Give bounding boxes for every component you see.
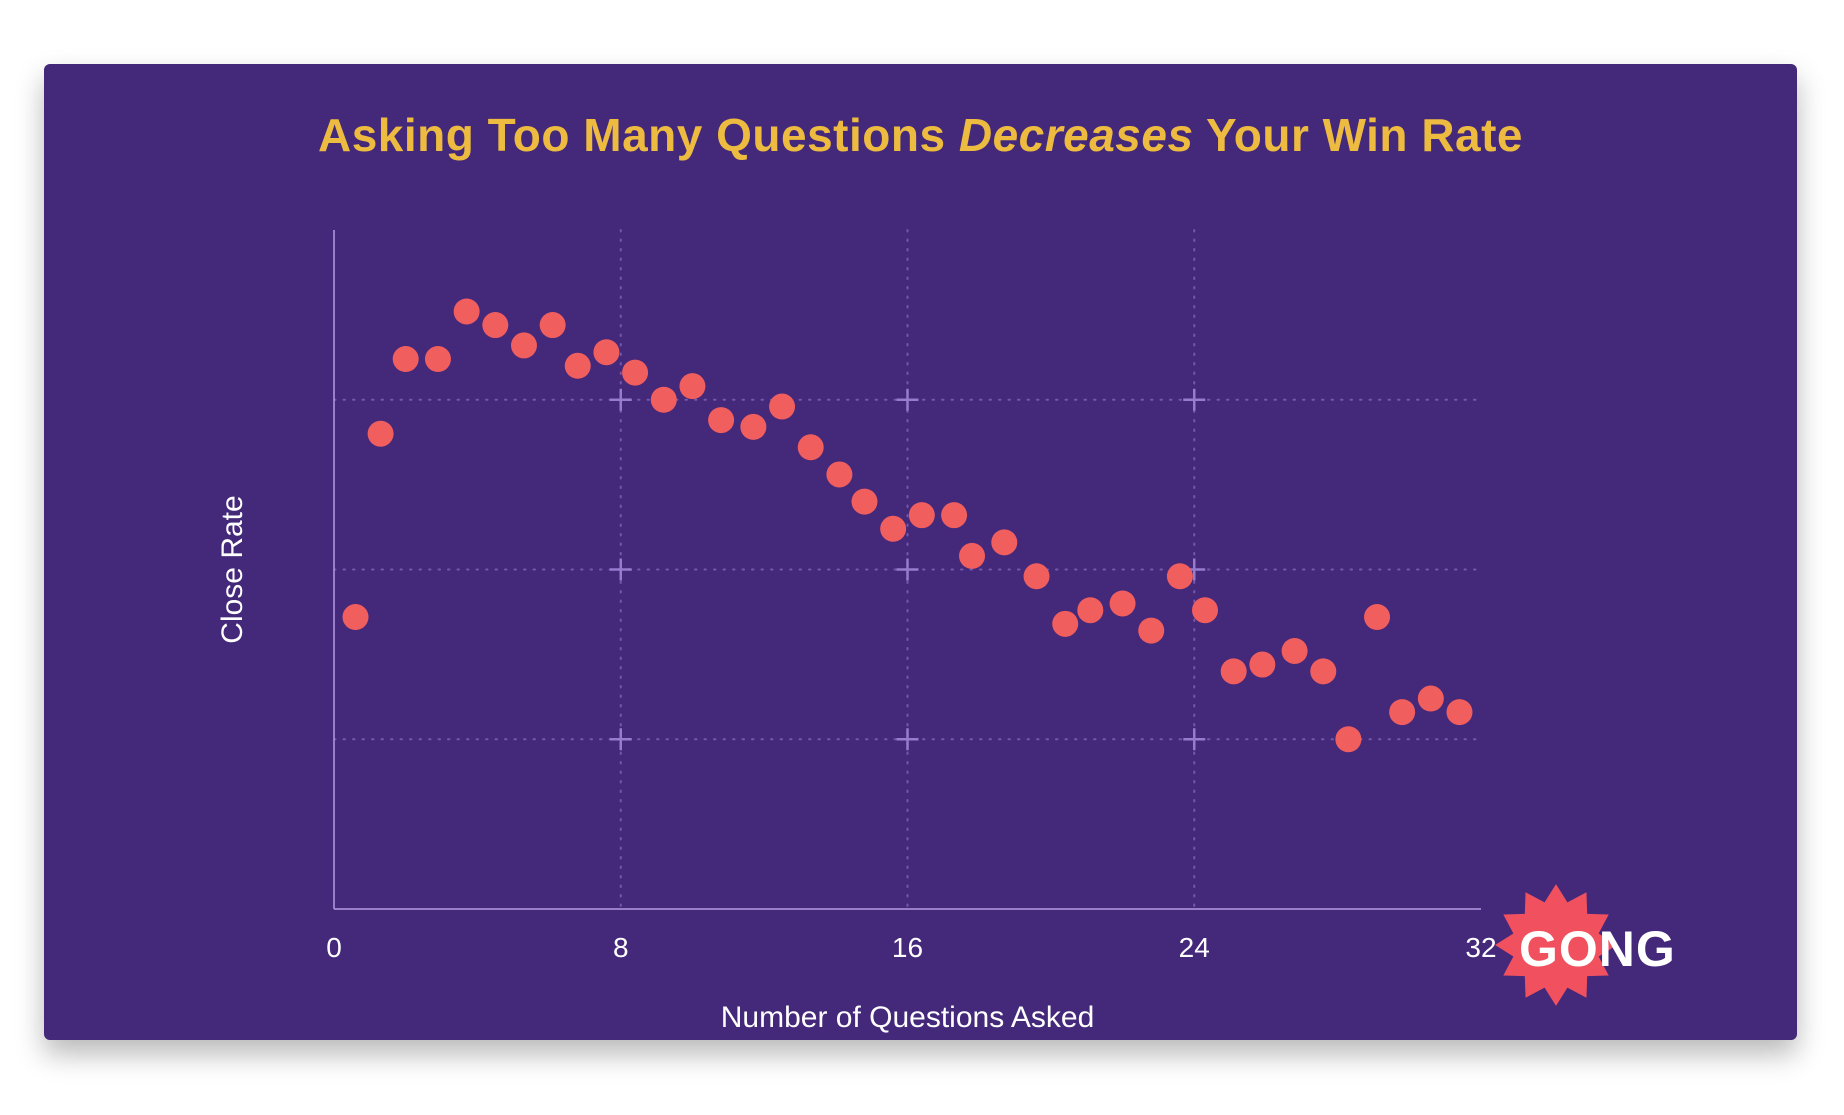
data-point xyxy=(1166,563,1193,590)
data-point xyxy=(1052,610,1079,637)
data-point xyxy=(342,604,369,631)
logo-text: GONG xyxy=(1519,921,1676,977)
data-point xyxy=(510,332,537,359)
chart-card: Asking Too Many Questions Decreases Your… xyxy=(44,64,1797,1040)
grid-cross-marker xyxy=(1183,728,1206,751)
grid-cross-marker xyxy=(896,558,919,581)
data-point xyxy=(622,359,649,386)
title-prefix: Asking Too Many Questions xyxy=(317,109,959,161)
x-tick-label: 8 xyxy=(613,932,629,963)
data-point xyxy=(1281,637,1308,664)
data-point xyxy=(797,434,824,461)
grid-cross-marker xyxy=(896,388,919,411)
scatter-plot: 0 8 16 24 32 Number of Questions Asked Close R… xyxy=(216,229,1497,1034)
data-point xyxy=(880,515,907,542)
data-point xyxy=(1310,658,1337,685)
data-point xyxy=(1023,563,1050,590)
data-point xyxy=(564,352,591,379)
data-point xyxy=(424,346,451,373)
data-point xyxy=(1389,699,1416,726)
data-point xyxy=(650,386,677,413)
grid-cross-marker xyxy=(896,728,919,751)
data-point xyxy=(1109,590,1136,617)
title-emphasis: Decreases xyxy=(958,109,1194,161)
data-point xyxy=(941,502,968,529)
data-point xyxy=(1192,597,1219,624)
y-axis-label: Close Rate xyxy=(216,495,249,643)
data-point xyxy=(539,312,566,339)
grid-cross-marker xyxy=(1183,388,1206,411)
grid-cross-marker xyxy=(609,388,632,411)
data-point xyxy=(1446,699,1473,726)
data-point xyxy=(1417,685,1444,712)
data-point xyxy=(367,420,394,447)
data-point xyxy=(851,488,878,515)
data-point xyxy=(453,298,480,325)
x-tick-label: 16 xyxy=(892,932,923,963)
data-point xyxy=(1249,651,1276,678)
data-point xyxy=(1220,658,1247,685)
x-tick-label: 0 xyxy=(326,932,342,963)
x-tick-label: 24 xyxy=(1179,932,1210,963)
data-point xyxy=(1138,617,1165,644)
data-point xyxy=(1364,604,1391,631)
data-point xyxy=(991,529,1018,556)
grid-cross-marker xyxy=(609,728,632,751)
x-tick-label: 32 xyxy=(1465,932,1496,963)
data-point xyxy=(593,339,620,366)
data-point xyxy=(826,461,853,488)
data-point xyxy=(959,542,986,569)
data-point xyxy=(482,312,509,339)
data-point xyxy=(908,502,935,529)
gong-logo: GONG xyxy=(1493,880,1723,1012)
data-point xyxy=(392,346,419,373)
starburst-icon xyxy=(1495,884,1617,1006)
data-point xyxy=(679,373,706,400)
data-point xyxy=(1335,726,1362,753)
x-axis-label: Number of Questions Asked xyxy=(721,1001,1095,1034)
data-point xyxy=(1077,597,1104,624)
title-suffix: Your Win Rate xyxy=(1193,109,1524,161)
data-point xyxy=(708,407,735,434)
data-point xyxy=(769,393,796,420)
chart-title: Asking Too Many Questions Decreases Your… xyxy=(44,108,1797,162)
grid-cross-marker xyxy=(609,558,632,581)
data-point xyxy=(740,413,767,440)
